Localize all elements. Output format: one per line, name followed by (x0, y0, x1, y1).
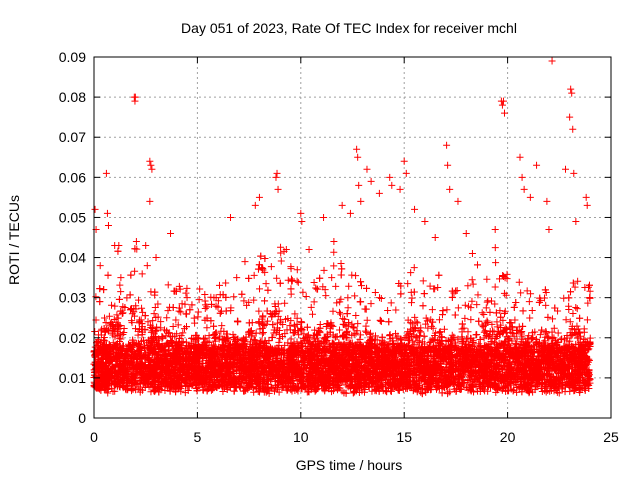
scatter-point (320, 266, 328, 274)
scatter-point (273, 274, 281, 282)
scatter-point (322, 292, 330, 300)
scatter-point (218, 322, 226, 330)
scatter-point (483, 298, 491, 306)
scatter-point (163, 314, 171, 322)
scatter-point (464, 328, 472, 336)
scatter-point (358, 282, 366, 290)
scatter-point (302, 293, 310, 301)
scatter-point (404, 280, 412, 288)
scatter-point (574, 277, 582, 285)
scatter-point (329, 307, 337, 315)
scatter-point (150, 310, 158, 318)
scatter-point (293, 338, 301, 346)
scatter-point (528, 307, 536, 315)
scatter-point (169, 322, 177, 330)
scatter-point (169, 332, 177, 340)
scatter-point (478, 309, 486, 317)
scatter-point (363, 328, 371, 336)
scatter-point (240, 297, 248, 305)
scatter-point (507, 328, 515, 336)
scatter-point (469, 280, 477, 288)
scatter-point (348, 320, 356, 328)
scatter-point (517, 289, 525, 297)
scatter-point (351, 292, 359, 300)
scatter-point (157, 318, 165, 326)
scatter-point (371, 288, 379, 296)
scatter-point (182, 310, 190, 318)
scatter-point (426, 282, 434, 290)
scatter-point (293, 314, 301, 322)
scatter-point (310, 298, 318, 306)
scatter-point (182, 289, 190, 297)
scatter-point (205, 332, 213, 340)
scatter-point (571, 283, 579, 291)
scatter-point (339, 315, 347, 323)
scatter-point (172, 316, 180, 324)
scatter-point (440, 325, 448, 333)
scatter-point (281, 299, 289, 307)
scatter-point (536, 331, 544, 339)
scatter-point (164, 307, 172, 315)
scatter-point (569, 309, 577, 317)
scatter-point (113, 311, 121, 319)
scatter-point (549, 315, 557, 323)
scatter-point (201, 290, 209, 298)
scatter-point (286, 322, 294, 330)
scatter-point (344, 294, 352, 302)
scatter-point (468, 276, 476, 284)
scatter-point (412, 318, 420, 326)
scatter-point (117, 288, 125, 296)
scatter-point (246, 338, 254, 346)
scatter-point (435, 316, 443, 324)
scatter-point (384, 306, 392, 314)
scatter-point (483, 275, 491, 283)
scatter-point (277, 318, 285, 326)
scatter-point (336, 326, 344, 334)
scatter-point (562, 316, 570, 324)
scatter-point (352, 312, 360, 320)
scatter-point (419, 277, 427, 285)
scatter-point (527, 290, 535, 298)
scatter-point (348, 271, 356, 279)
scatter-point (363, 316, 371, 324)
scatter-point (491, 300, 499, 308)
scatter-point (572, 304, 580, 312)
scatter-point (376, 294, 384, 302)
scatter-point (523, 287, 531, 295)
scatter-point (482, 304, 490, 312)
chart-title: Day 051 of 2023, Rate Of TEC Index for r… (181, 20, 517, 36)
scatter-point (337, 259, 345, 267)
scatter-points (90, 57, 594, 398)
scatter-point (344, 304, 352, 312)
scatter-point (491, 283, 499, 291)
scatter-point (215, 281, 223, 289)
scatter-point (565, 306, 573, 314)
scatter-point (341, 315, 349, 323)
